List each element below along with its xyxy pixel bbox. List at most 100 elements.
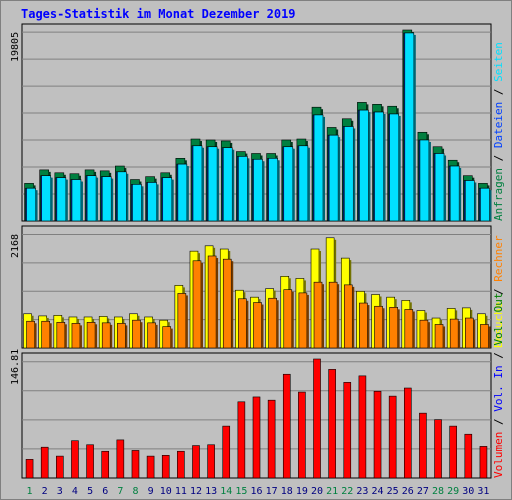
legend-separator: /	[492, 412, 505, 432]
bar-hits-seiten-day-24	[374, 111, 384, 222]
x-tick-label-2: 2	[42, 486, 48, 497]
bar-volume-volumen-day-28	[434, 419, 442, 479]
legend-separator: /	[492, 346, 505, 366]
bar-hits-seiten-day-20	[313, 114, 324, 222]
bar-visits-rechner-day-22	[343, 284, 353, 349]
legend-hits: Anfragen / Dateien / Seiten	[492, 42, 505, 221]
bar-shadow	[444, 155, 447, 221]
bar-hits-seiten-day-8	[132, 184, 142, 222]
bar-volume-volumen-day-3	[56, 455, 64, 479]
x-tick-label-13: 13	[205, 486, 217, 497]
bar-hits-seiten-day-14	[222, 147, 233, 222]
bar-hits-seiten-day-22	[343, 126, 354, 222]
bar-visits-rechner-day-27	[419, 319, 429, 349]
bar-shadow	[79, 325, 82, 348]
bar-visits-rechner-day-16	[253, 302, 262, 349]
bar-shadow	[353, 128, 356, 221]
bar-hits-seiten-day-1	[26, 187, 36, 222]
bar-shadow	[111, 178, 114, 221]
bar-visits-rechner-day-30	[465, 317, 474, 349]
panel-visits: 2168 Besuche / Rechner	[10, 225, 505, 349]
bar-shadow	[170, 328, 173, 348]
x-tick-label-9: 9	[148, 486, 154, 497]
bar-shadow	[216, 257, 219, 348]
bar-shadow	[458, 321, 461, 348]
bar-visits-rechner-day-2	[41, 320, 50, 349]
bar-hits-seiten-day-17	[268, 158, 278, 222]
legend-item: Dateien	[492, 102, 505, 148]
bar-shadow	[35, 190, 38, 221]
x-tick-label-15: 15	[235, 486, 247, 497]
bar-visits-rechner-day-18	[283, 289, 293, 349]
bar-shadow	[428, 141, 431, 221]
bar-shadow	[443, 326, 446, 348]
bar-shadow	[427, 322, 430, 348]
legend-separator: /	[492, 82, 505, 102]
legend-item: Volumen	[492, 432, 505, 478]
bar-hits-seiten-day-31	[480, 187, 490, 222]
bar-volume-volumen-day-18	[282, 373, 291, 479]
bar-shadow	[231, 261, 234, 348]
bar-visits-rechner-day-25	[389, 307, 398, 349]
x-tick-label-21: 21	[326, 486, 338, 497]
bar-shadow	[201, 147, 204, 221]
bar-volume-volumen-day-6	[101, 450, 110, 479]
bar-shadow	[185, 295, 188, 348]
bar-volume-volumen-day-26	[403, 387, 412, 479]
bar-visits-rechner-day-28	[434, 324, 444, 349]
bar-volume-volumen-day-25	[388, 395, 397, 479]
bar-shadow	[126, 173, 129, 221]
bar-visits-rechner-day-20	[313, 281, 323, 349]
bar-shadow	[34, 323, 37, 348]
bar-shadow	[277, 160, 280, 221]
bar-visits-rechner-day-26	[404, 309, 414, 349]
legend-item: Seiten	[492, 42, 505, 82]
bar-volume-volumen-day-30	[464, 433, 473, 479]
bar-visits-rechner-day-24	[374, 305, 383, 349]
bar-visits-rechner-day-1	[26, 320, 35, 349]
bar-volume-volumen-day-31	[479, 446, 488, 479]
bar-shadow	[307, 147, 310, 221]
x-tick-label-24: 24	[372, 486, 384, 497]
bar-shadow	[262, 161, 265, 221]
x-tick-label-26: 26	[402, 486, 414, 497]
bar-shadow	[49, 323, 52, 348]
bar-volume-volumen-day-1	[25, 459, 34, 479]
bar-visits-rechner-day-10	[162, 326, 172, 349]
x-tick-label-27: 27	[417, 486, 429, 497]
bar-volume-volumen-day-2	[40, 446, 49, 479]
bar-hits-seiten-day-9	[147, 182, 157, 222]
x-tick-label-29: 29	[447, 486, 459, 497]
bar-shadow	[382, 308, 385, 348]
bar-hits-seiten-day-28	[434, 153, 445, 222]
bar-volume-volumen-day-13	[207, 444, 215, 479]
bar-visits-rechner-day-11	[177, 293, 187, 349]
legend-item: Anfragen	[492, 168, 505, 221]
bar-shadow	[338, 137, 341, 221]
bar-shadow	[306, 294, 309, 348]
bar-shadow	[232, 149, 235, 221]
bar-shadow	[95, 324, 98, 348]
y-max-label: 146.81	[10, 349, 21, 385]
bar-shadow	[140, 322, 143, 348]
bar-visits-rechner-day-23	[359, 302, 368, 349]
x-tick-label-10: 10	[160, 486, 172, 497]
x-tick-label-20: 20	[311, 486, 323, 497]
bar-visits-rechner-day-6	[101, 322, 111, 349]
bar-shadow	[412, 311, 415, 348]
y-max-label: 19805	[10, 32, 21, 62]
x-tick-label-11: 11	[175, 486, 187, 497]
bar-shadow	[352, 286, 355, 348]
x-tick-label-5: 5	[87, 486, 93, 497]
bar-visits-rechner-day-14	[222, 258, 232, 349]
bar-volume-volumen-day-22	[343, 382, 352, 479]
x-tick-label-4: 4	[72, 486, 78, 497]
x-tick-label-7: 7	[117, 486, 123, 497]
x-tick-label-19: 19	[296, 486, 308, 497]
legend-item: Besuche	[492, 302, 505, 348]
bar-visits-rechner-day-15	[238, 298, 247, 349]
x-tick-label-12: 12	[190, 486, 202, 497]
bar-shadow	[397, 309, 400, 348]
bar-shadow	[473, 320, 476, 348]
bar-hits-seiten-day-12	[192, 145, 203, 222]
